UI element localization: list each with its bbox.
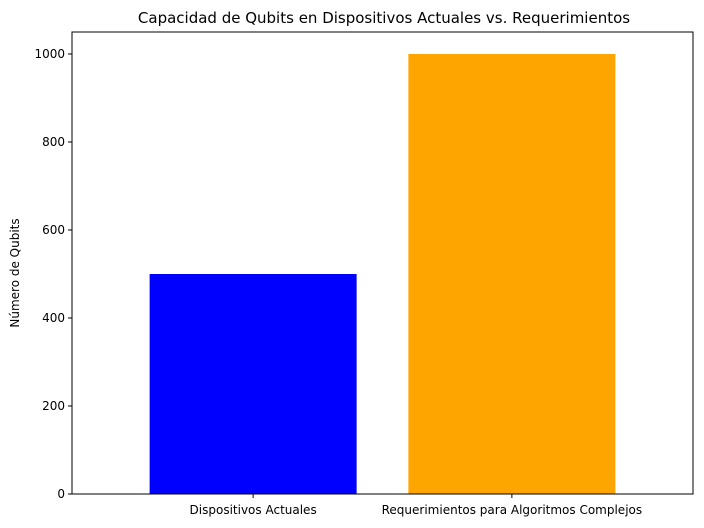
y-ticks-group: 0 200 400 600 800 1000 [34, 47, 72, 501]
y-tick-label: 600 [42, 223, 65, 237]
x-tick-label: Requerimientos para Algoritmos Complejos [382, 503, 643, 517]
y-tick-label: 400 [42, 311, 65, 325]
bars-group [149, 54, 616, 494]
bar-1 [149, 274, 357, 494]
plot-frame [71, 31, 694, 495]
chart-title: Capacidad de Qubits en Dispositivos Actu… [138, 9, 630, 27]
y-tick-label: 200 [42, 399, 65, 413]
y-tick-label: 1000 [34, 47, 65, 61]
bar-2 [408, 54, 616, 494]
y-tick-label: 800 [42, 135, 65, 149]
x-tick-label: Dispositivos Actuales [190, 503, 317, 517]
y-tick-label: 0 [57, 487, 65, 501]
y-axis-label: Número de Qubits [8, 218, 22, 327]
x-ticks-group: Dispositivos Actuales Requerimientos para… [190, 494, 643, 517]
